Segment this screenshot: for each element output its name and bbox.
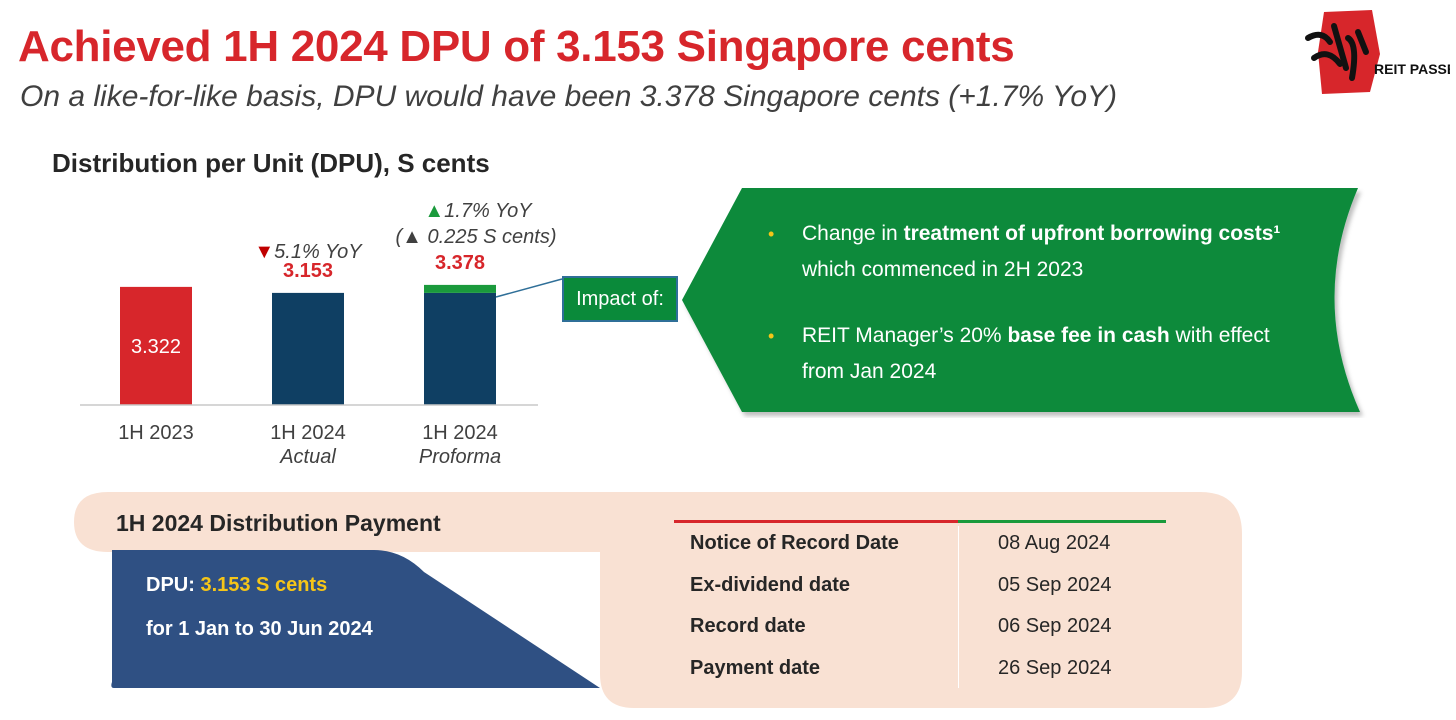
table-row-label: Notice of Record Date bbox=[690, 532, 899, 554]
bar-base bbox=[424, 292, 496, 405]
table-row-label: Payment date bbox=[690, 657, 821, 679]
bullet-dot: • bbox=[768, 224, 775, 244]
bars-group bbox=[120, 284, 496, 405]
impact-bullet-1: • Change in treatment of upfront borrowi… bbox=[768, 216, 1342, 288]
x-tick-label: 1H 2024 bbox=[270, 422, 346, 444]
impact-bullet-2-pre: REIT Manager’s 20% bbox=[802, 324, 1008, 347]
table-row-value: 08 Aug 2024 bbox=[998, 532, 1111, 554]
impact-bullet-2-post: with effect bbox=[1169, 324, 1270, 347]
impact-bullet-1-line2: which commenced in 2H 2023 bbox=[802, 258, 1084, 281]
x-tick-label: 1H 2024 bbox=[422, 422, 498, 444]
logo-text: REIT PASSEUR bbox=[1374, 61, 1450, 77]
data-label: 3.322 bbox=[131, 336, 181, 358]
page-title: Achieved 1H 2024 DPU of 3.153 Singapore … bbox=[18, 22, 1015, 71]
impact-bullet-2-line2: from Jan 2024 bbox=[802, 360, 937, 383]
bar-base bbox=[272, 292, 344, 405]
impact-bullet-1-bold: treatment of upfront borrowing costs¹ bbox=[903, 222, 1281, 245]
table-row-value: 26 Sep 2024 bbox=[998, 657, 1112, 679]
callout-connector-line bbox=[495, 278, 563, 298]
proforma-increment-annotation: (▲ 0.225 S cents) bbox=[396, 226, 557, 248]
payment-dpu-value: 3.153 S cents bbox=[200, 574, 328, 596]
payment-period: for 1 Jan to 30 Jun 2024 bbox=[146, 618, 373, 640]
logo-mark-icon: REIT PASSEUR bbox=[1305, 10, 1456, 94]
x-tick-sublabel: Proforma bbox=[419, 446, 501, 468]
reit-passeur-logo: REIT PASSEUR bbox=[1300, 8, 1456, 100]
page-subtitle: On a like-for-like basis, DPU would have… bbox=[20, 80, 1118, 113]
payment-dpu-label: DPU: bbox=[146, 574, 201, 596]
payment-dpu: DPU: 3.153 S cents bbox=[146, 574, 327, 597]
data-label: 3.153 bbox=[283, 260, 333, 282]
impact-bullet-2: • REIT Manager’s 20% base fee in cash wi… bbox=[768, 318, 1342, 390]
table-row-label: Ex-dividend date bbox=[690, 574, 851, 596]
chart-title: Distribution per Unit (DPU), S cents bbox=[52, 148, 490, 178]
payment-heading: 1H 2024 Distribution Payment bbox=[116, 510, 441, 536]
actual-yoy-annotation: ▼5.1% YoY bbox=[254, 241, 363, 263]
table-row-value: 06 Sep 2024 bbox=[998, 615, 1112, 637]
bar-base bbox=[120, 286, 192, 405]
proforma-yoy-annotation: ▲1.7% YoY bbox=[424, 200, 533, 222]
bar-increment bbox=[424, 284, 496, 293]
impact-bullet-2-bold: base fee in cash bbox=[1007, 324, 1170, 347]
chart-annotations: ▼5.1% YoY ▲1.7% YoY (▲ 0.225 S cents) bbox=[254, 200, 556, 263]
data-label: 3.378 bbox=[435, 252, 485, 274]
impact-bullet-1-pre: Change in bbox=[802, 222, 904, 245]
table-row-value: 05 Sep 2024 bbox=[998, 574, 1112, 596]
x-tick-label: 1H 2023 bbox=[118, 422, 194, 444]
table-top-rule-red bbox=[674, 520, 958, 523]
impact-panel-shape bbox=[682, 188, 1360, 412]
table-top-rule-green bbox=[958, 520, 1166, 523]
table-column-divider bbox=[958, 526, 959, 688]
payment-section-bg bbox=[74, 492, 1242, 708]
x-tick-sublabel: Actual bbox=[279, 446, 336, 468]
data-labels: 3.322 3.153 3.378 bbox=[131, 252, 485, 358]
table-row-label: Record date bbox=[690, 615, 806, 637]
impact-callout-box: Impact of: bbox=[562, 276, 678, 322]
bullet-dot: • bbox=[768, 326, 775, 346]
